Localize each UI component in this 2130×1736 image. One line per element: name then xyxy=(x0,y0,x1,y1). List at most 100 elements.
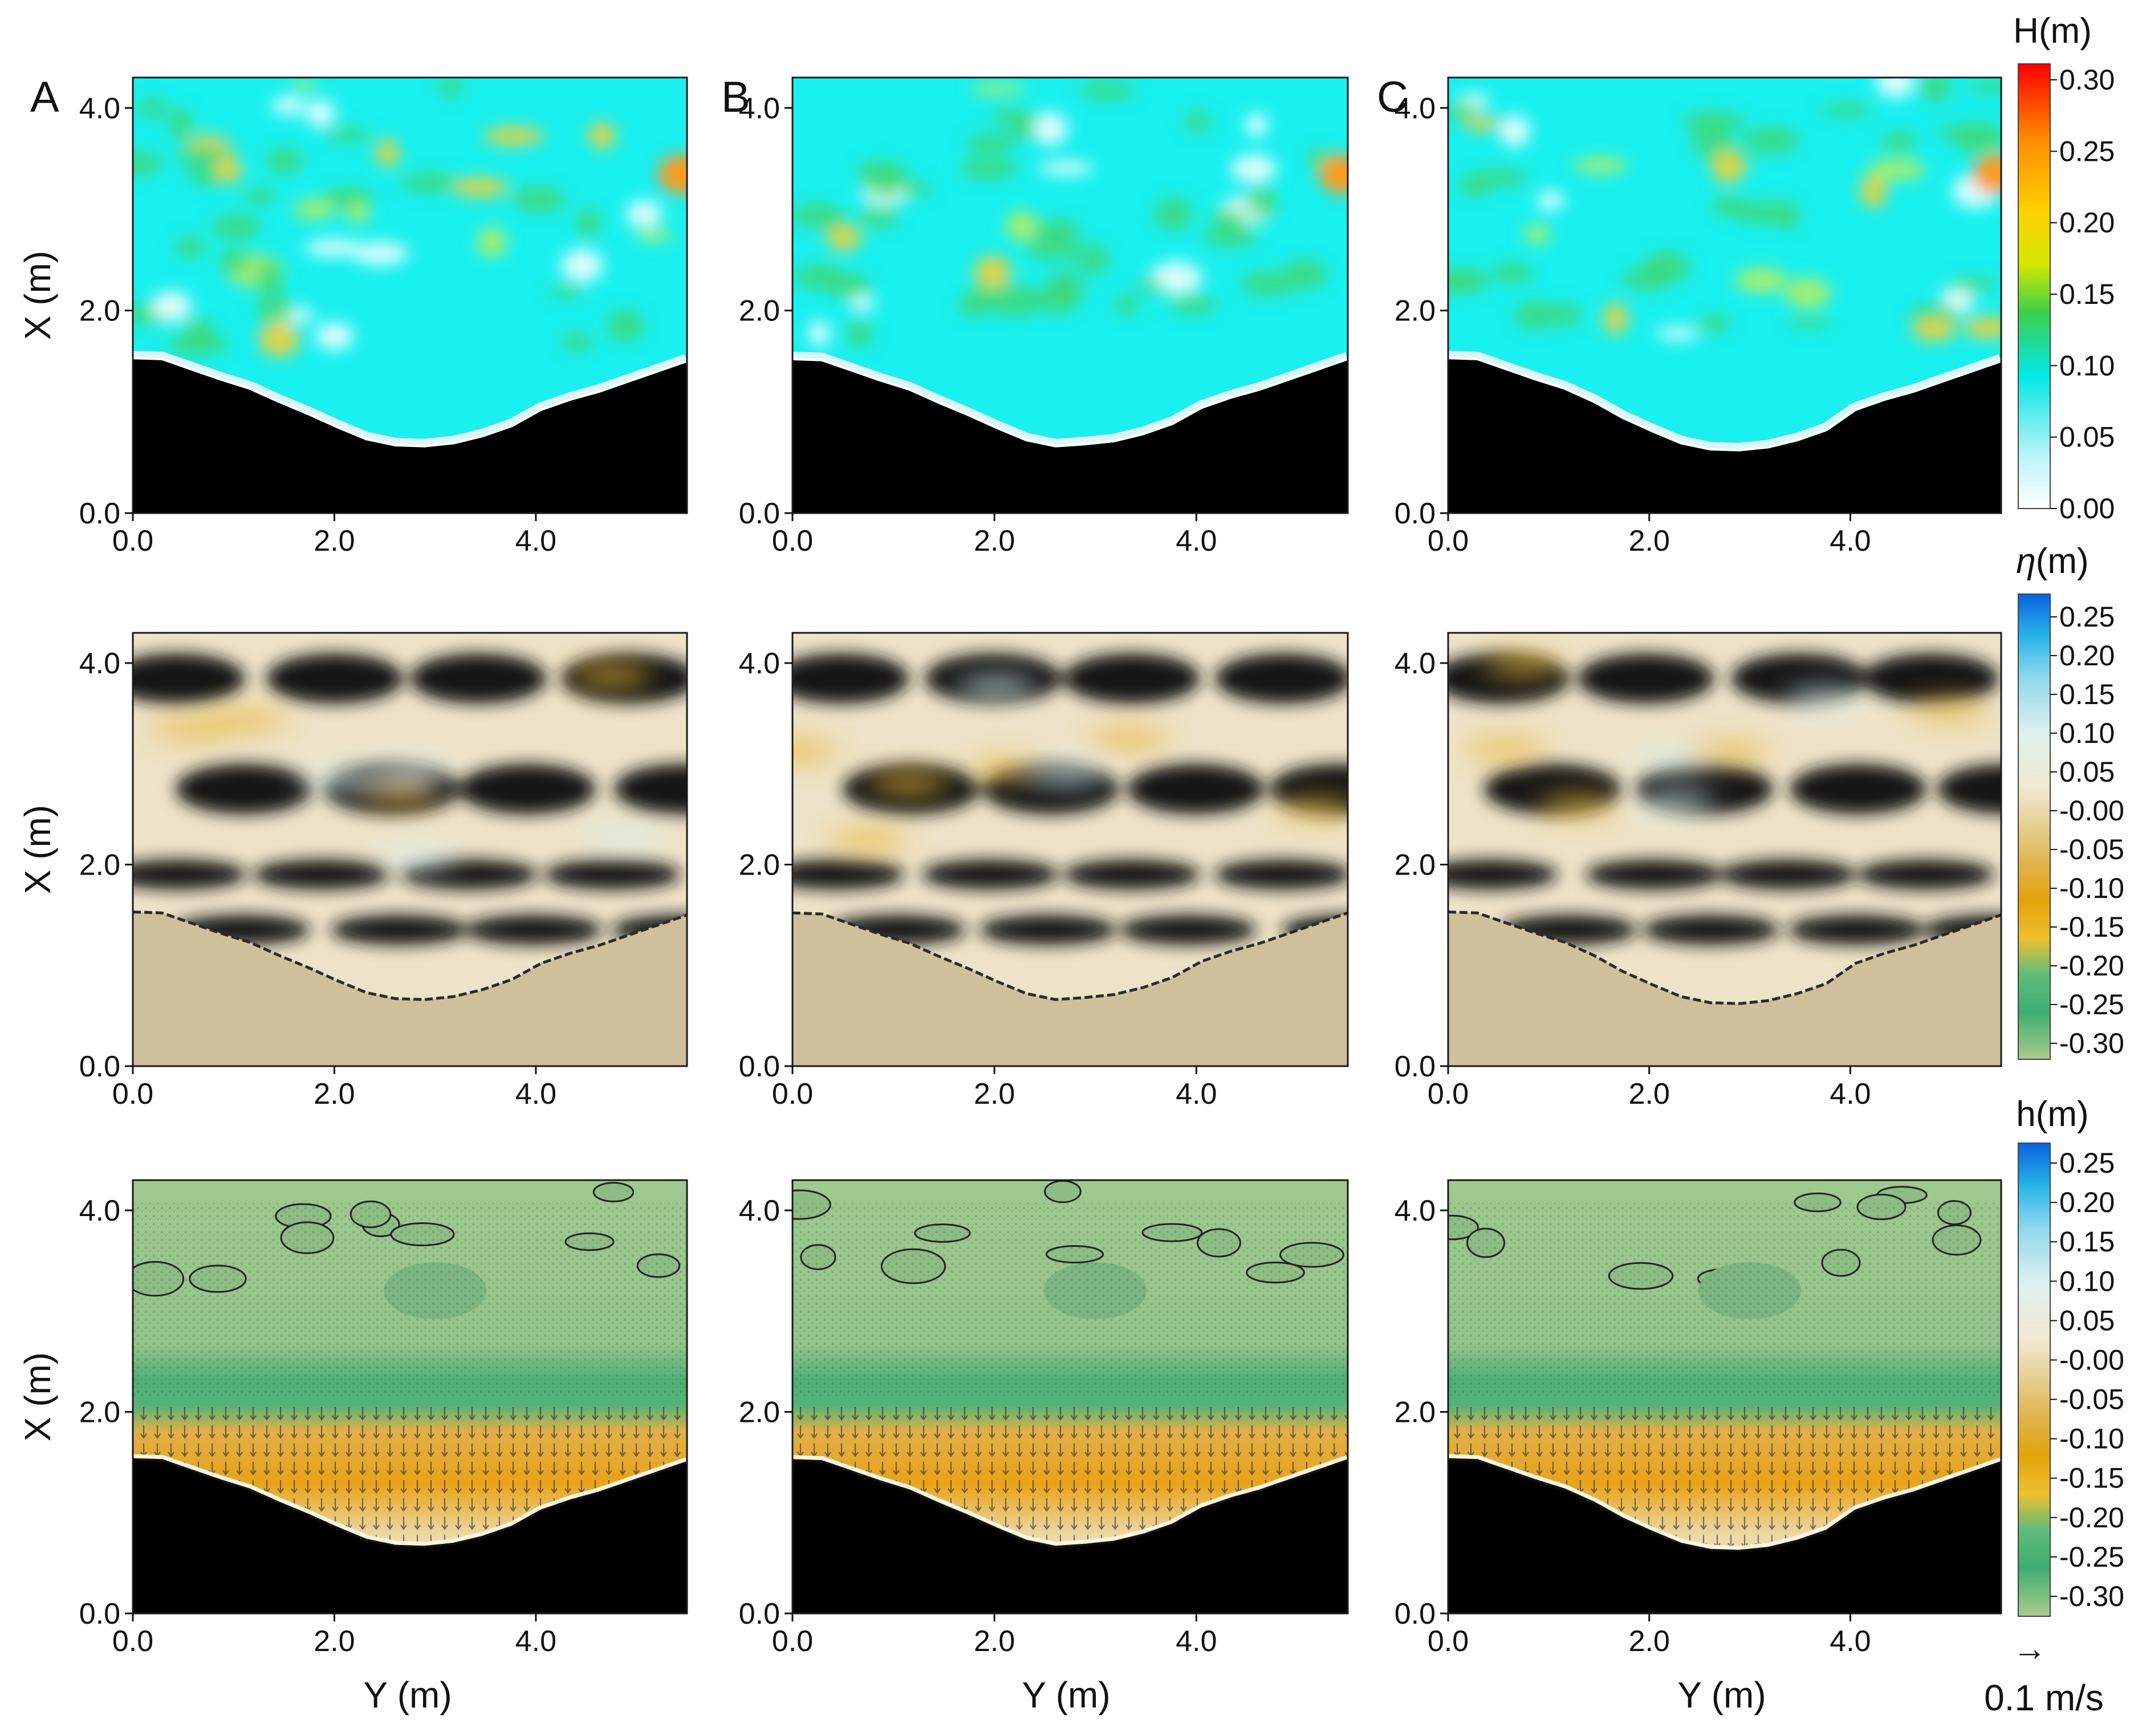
panel-frame xyxy=(791,1179,1349,1615)
wave-height-blob xyxy=(266,148,303,174)
colorbar-tick-label: 0.10 xyxy=(2059,1265,2115,1297)
wave-height-blob xyxy=(1912,319,1956,341)
x-tick-label: 4.0 xyxy=(1395,92,1436,125)
wave-height-blob xyxy=(211,214,261,239)
shoreline xyxy=(792,1459,1348,1548)
colorbar-tick-label: 0.15 xyxy=(2059,678,2115,710)
wave-height-blob xyxy=(847,320,873,348)
wave-crest xyxy=(583,829,662,847)
wave-height-blob xyxy=(849,294,875,311)
wave-crest xyxy=(151,720,231,738)
wave-crest xyxy=(1277,801,1348,819)
y-tick-label: 4.0 xyxy=(1830,1078,1871,1111)
y-axis-title-col-c: Y (m) xyxy=(1677,1674,1766,1715)
x-tick-label: 2.0 xyxy=(1395,1396,1436,1429)
colorbar-tick-label: 0.25 xyxy=(2059,1147,2115,1179)
wave-height-blob xyxy=(1742,127,1799,154)
wave-trough xyxy=(331,915,468,945)
vector-scale-label: 0.1 m/s xyxy=(1984,1677,2104,1718)
wave-trough xyxy=(459,764,596,814)
land-area xyxy=(133,358,687,513)
wave-trough xyxy=(1127,764,1264,814)
x-tick-label: 2.0 xyxy=(739,1396,780,1429)
wave-trough xyxy=(410,653,547,704)
wave-crest xyxy=(1910,701,1990,719)
panel-field xyxy=(133,1180,687,1613)
wave-height-blob xyxy=(168,333,229,356)
y-tick-label: 0.0 xyxy=(112,1078,153,1111)
x-tick-label: 4.0 xyxy=(739,92,780,125)
wave-height-blob xyxy=(345,204,371,223)
colorbar-bed-change-bar xyxy=(2018,1143,2051,1617)
y-tick-label: 2.0 xyxy=(974,1078,1015,1111)
wave-crest xyxy=(369,762,449,780)
wave-height-blob xyxy=(1168,296,1218,314)
wave-height-blob xyxy=(958,294,993,317)
x-tick-label: 0.0 xyxy=(1395,497,1436,530)
land-area xyxy=(792,359,1348,513)
colorbar-tick-label: -0.15 xyxy=(2059,911,2124,943)
wave-height-blob xyxy=(1735,268,1787,293)
y-axis-title-col-a: Y (m) xyxy=(363,1674,452,1715)
wave-height-blob xyxy=(588,123,616,149)
y-tick-label: 0.0 xyxy=(772,525,813,558)
wave-trough xyxy=(1578,653,1714,704)
wave-trough xyxy=(133,860,246,889)
wave-height-blob xyxy=(561,333,593,351)
panel-surface-elevation-a: 0.0 2.0 4.0 0.0 2.0 4.0 X (m) xyxy=(17,632,688,1111)
wave-trough xyxy=(979,915,1116,945)
wave-trough xyxy=(1788,915,1925,945)
colorbar-wave-height-title: H(m) xyxy=(2013,11,2092,51)
panel-wave-height-a: 0.0 2.0 4.0 0.0 2.0 4.0 X (m) A xyxy=(17,73,688,558)
wave-trough xyxy=(922,860,1059,889)
vector-scale-arrow: → xyxy=(2013,1629,2047,1668)
y-tick-label: 2.0 xyxy=(974,525,1015,558)
wave-crest xyxy=(207,711,287,729)
y-tick-label: 4.0 xyxy=(1176,525,1217,558)
land-area xyxy=(133,1459,687,1613)
wave-height-blob xyxy=(453,178,508,197)
wave-trough xyxy=(1586,860,1722,889)
colorbar-tick-label: 0.10 xyxy=(2059,349,2115,381)
swash-edge xyxy=(792,911,1348,1001)
swash-edge xyxy=(133,910,687,1001)
panel-field xyxy=(1448,633,2001,1066)
y-tick-label: 2.0 xyxy=(1629,1625,1670,1658)
colorbar-wave-height-ticks: 0.30 0.25 0.20 0.15 0.10 0.05 0.00 xyxy=(2050,64,2115,525)
wave-height-blob xyxy=(792,203,840,228)
wave-crest xyxy=(1088,730,1168,748)
wave-height-blob xyxy=(1573,157,1628,173)
wave-crest xyxy=(1785,690,1865,709)
wave-height-blob xyxy=(292,79,316,91)
colorbar-tick-label: -0.05 xyxy=(2059,834,2124,865)
wave-trough xyxy=(1063,653,1200,704)
wave-height-peak xyxy=(1319,155,1348,194)
wave-crests xyxy=(151,666,662,866)
x-tick-label: 2.0 xyxy=(79,849,120,882)
sand-area xyxy=(1448,912,2001,1066)
wave-height-blob xyxy=(243,188,277,204)
panel-frame xyxy=(132,632,688,1067)
x-axis-title: X (m) xyxy=(17,1352,58,1441)
panel-frame xyxy=(1447,632,2002,1067)
panel-field xyxy=(133,78,687,513)
x-tick-label: 0.0 xyxy=(739,1050,780,1083)
wave-height-blob xyxy=(1231,155,1277,183)
wave-height-blob xyxy=(176,235,205,258)
x-axis-title: X (m) xyxy=(17,251,58,340)
wave-height-blob xyxy=(1604,303,1628,335)
sand-area xyxy=(792,913,1348,1066)
wave-height-blob xyxy=(1247,188,1278,218)
x-tick-label: 2.0 xyxy=(79,295,120,328)
colorbar-surface-elevation-title: η(m) xyxy=(2016,542,2088,581)
colorbar-tick-label: -0.30 xyxy=(2059,1580,2124,1612)
x-axis-title: X (m) xyxy=(17,805,58,894)
y-tick-label: 0.0 xyxy=(112,525,153,558)
wave-crest xyxy=(1466,740,1546,758)
wave-height-blob xyxy=(1210,209,1246,227)
wave-height-blob xyxy=(1949,277,1997,292)
wave-height-blob xyxy=(304,239,363,257)
land-area xyxy=(1448,1459,2001,1613)
wave-height-blob xyxy=(866,172,904,198)
panel-frame xyxy=(791,632,1349,1067)
